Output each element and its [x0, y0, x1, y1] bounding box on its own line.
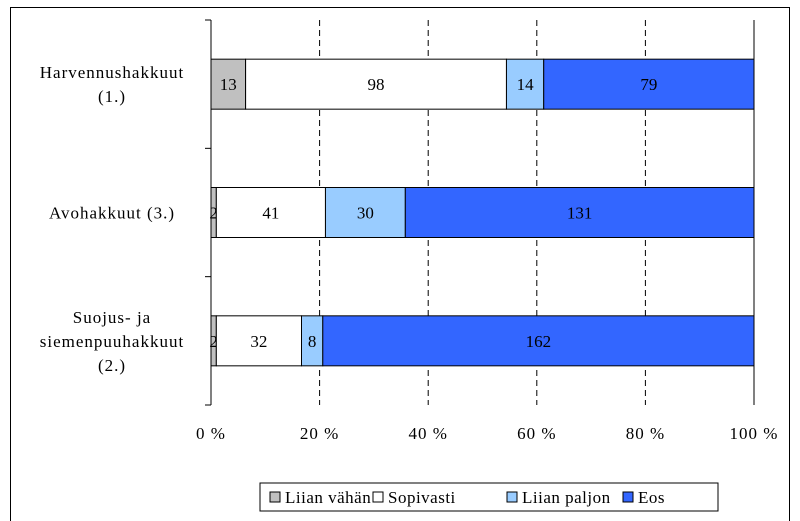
data-label: 131: [567, 204, 593, 223]
legend-label: Eos: [638, 488, 665, 507]
bar-eos: [322, 315, 755, 367]
axes: [205, 19, 212, 406]
category-labels: Harvennushakkuut (1.) Avohakkuut (3.) Suoju…: [40, 63, 184, 375]
data-label: 13: [220, 75, 237, 94]
bar-eos: [404, 187, 755, 238]
bar-liian-paljon: [505, 58, 545, 110]
legend-swatch-liian-paljon: [506, 491, 518, 503]
category-label: Avohakkuut (3.): [49, 204, 175, 223]
data-label: 2: [209, 332, 218, 351]
bar-sopivasti: [245, 58, 507, 110]
legend-label: Liian paljon: [522, 488, 611, 507]
data-label: 2: [209, 204, 218, 223]
bar-sopivasti: [215, 187, 326, 238]
data-label: 30: [357, 204, 374, 223]
x-tick-label: 20 %: [300, 424, 339, 443]
x-tick-label: 80 %: [626, 424, 665, 443]
x-tick-label: 40 %: [408, 424, 447, 443]
data-label: 98: [368, 75, 385, 94]
data-label: 79: [640, 75, 657, 94]
bar-eos: [543, 58, 755, 110]
data-label: 8: [308, 332, 317, 351]
legend: Liian vähän Sopivasti Liian paljon Eos: [259, 482, 719, 512]
data-label: 162: [526, 332, 552, 351]
legend-label: Liian vähän: [285, 488, 371, 507]
legend-swatch-sopivasti: [372, 491, 384, 503]
data-label: 32: [250, 332, 267, 351]
data-label: 41: [262, 204, 279, 223]
x-tick-label: 100 %: [730, 424, 779, 443]
data-label: 14: [517, 75, 535, 94]
x-tick-label: 60 %: [517, 424, 556, 443]
legend-swatch-eos: [622, 491, 634, 503]
x-tick-label: 0 %: [196, 424, 226, 443]
legend-label: Sopivasti: [388, 488, 456, 507]
bar-liian-paljon: [324, 187, 406, 238]
x-tick-labels: 0 % 20 % 40 % 60 % 80 % 100 %: [196, 424, 779, 443]
category-label: Harvennushakkuut (1.): [40, 63, 184, 106]
legend-box: [259, 482, 719, 512]
legend-swatch-liian-v-h-n: [269, 491, 281, 503]
category-label: Suojus- ja siemenpuuhakkuut (2.): [40, 308, 184, 375]
